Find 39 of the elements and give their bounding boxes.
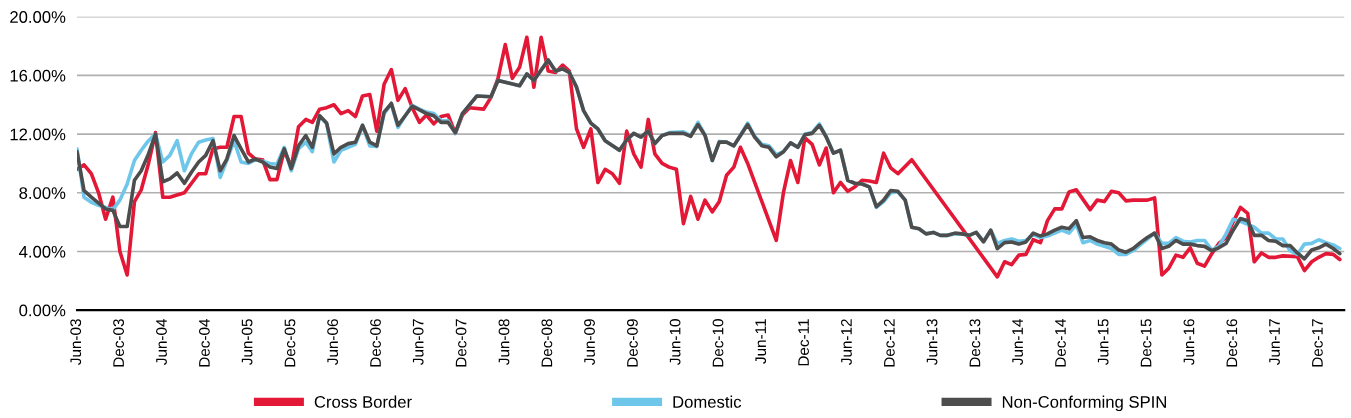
x-tick-label: Dec-04 [198,318,210,367]
x-tick-label: Dec-11 [798,319,809,366]
x-tick-label: Dec-10 [712,319,724,367]
x-tick-label: Jun-09 [584,319,595,365]
x-tick-label: Dec-06 [370,319,381,367]
x-tick-label: Jun-04 [156,318,167,365]
x-tick-label: Jun-08 [498,319,510,365]
x-tick-label: Jun-14 [1012,318,1023,365]
legend-label: Domestic [673,395,742,408]
x-tick-label: Jun-05 [241,319,253,365]
y-tick-label: 8.00% [19,187,66,199]
x-tick-label: Jun-13 [926,319,938,365]
x-tick-label: Dec-08 [541,319,553,367]
y-tick-label: 20.00% [10,11,66,23]
x-tick-label: Dec-03 [113,319,125,367]
y-tick-label: 4.00% [19,245,66,258]
x-tick-label: Dec-16 [1226,319,1238,367]
x-tick-label: Dec-05 [284,319,296,367]
y-tick-label: 12.00% [10,128,66,141]
x-tick-label: Dec-15 [1140,319,1152,367]
legend-label: Non-Conforming SPIN [1002,395,1166,412]
x-tick-label: Jun-15 [1097,319,1109,365]
y-tick-label: 0.00% [19,304,66,317]
x-tick-label: Jun-17 [1269,319,1280,365]
legend-label: Cross Border [314,395,412,408]
x-tick-label: Jun-07 [412,319,424,365]
x-tick-label: Dec-09 [627,319,638,367]
x-tick-label: Jun-10 [669,319,681,365]
x-tick-label: Dec-12 [883,319,895,367]
y-tick-label: 16.00% [10,69,66,82]
x-tick-label: Dec-17 [1312,319,1323,367]
x-tick-label: Dec-07 [455,319,467,367]
x-tick-label: Jun-11 [755,319,767,364]
x-tick-label: Jun-12 [841,319,852,365]
x-tick-label: Dec-13 [969,319,981,367]
x-tick-label: Jun-06 [327,319,339,365]
x-tick-label: Jun-16 [1183,319,1195,365]
x-tick-label: Jun-03 [70,319,82,365]
x-tick-label: Dec-14 [1055,318,1066,367]
